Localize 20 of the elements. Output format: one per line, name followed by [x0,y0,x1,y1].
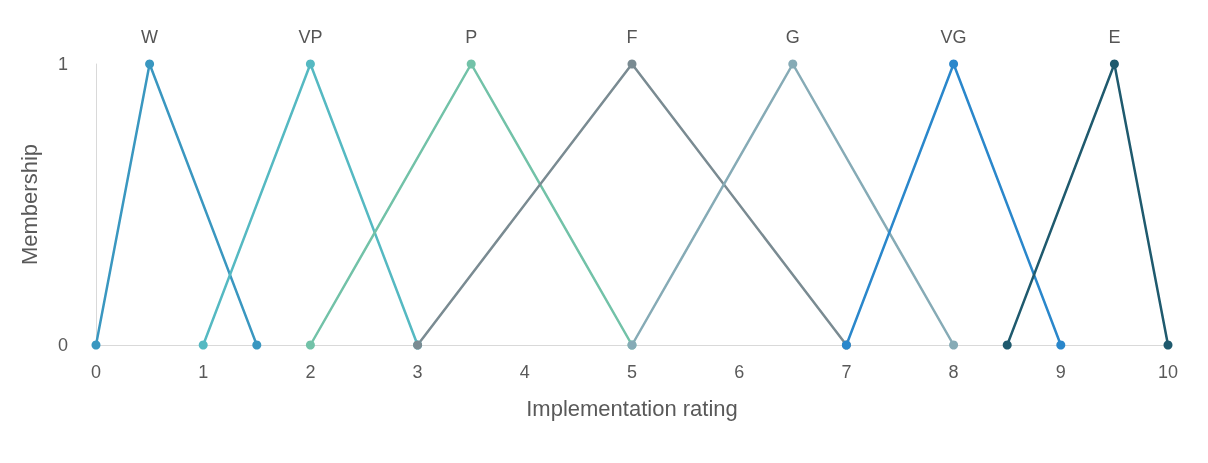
series-label: E [1108,26,1121,47]
series-label: VP [298,26,323,47]
series-label: G [785,26,800,47]
x-tick-label: 3 [412,362,423,382]
series-label: P [465,26,478,47]
series-label: W [141,26,159,47]
x-tick-label: 0 [90,362,102,382]
series-label: F [626,26,638,47]
x-tick-label: 4 [519,362,530,382]
x-tick-label: 8 [948,362,959,382]
x-tick-label: 5 [626,362,638,382]
x-axis-title: Implementation rating [526,395,738,421]
series-label: VG [940,26,967,47]
x-tick-label: 1 [198,362,209,382]
x-tick-label: 7 [841,362,852,382]
x-tick-label: 6 [734,362,745,382]
x-tick-label: 9 [1055,362,1066,382]
x-tick-label: 10 [1157,362,1179,382]
x-tick-label: 2 [305,362,316,382]
y-axis-title: Membership [16,143,42,266]
